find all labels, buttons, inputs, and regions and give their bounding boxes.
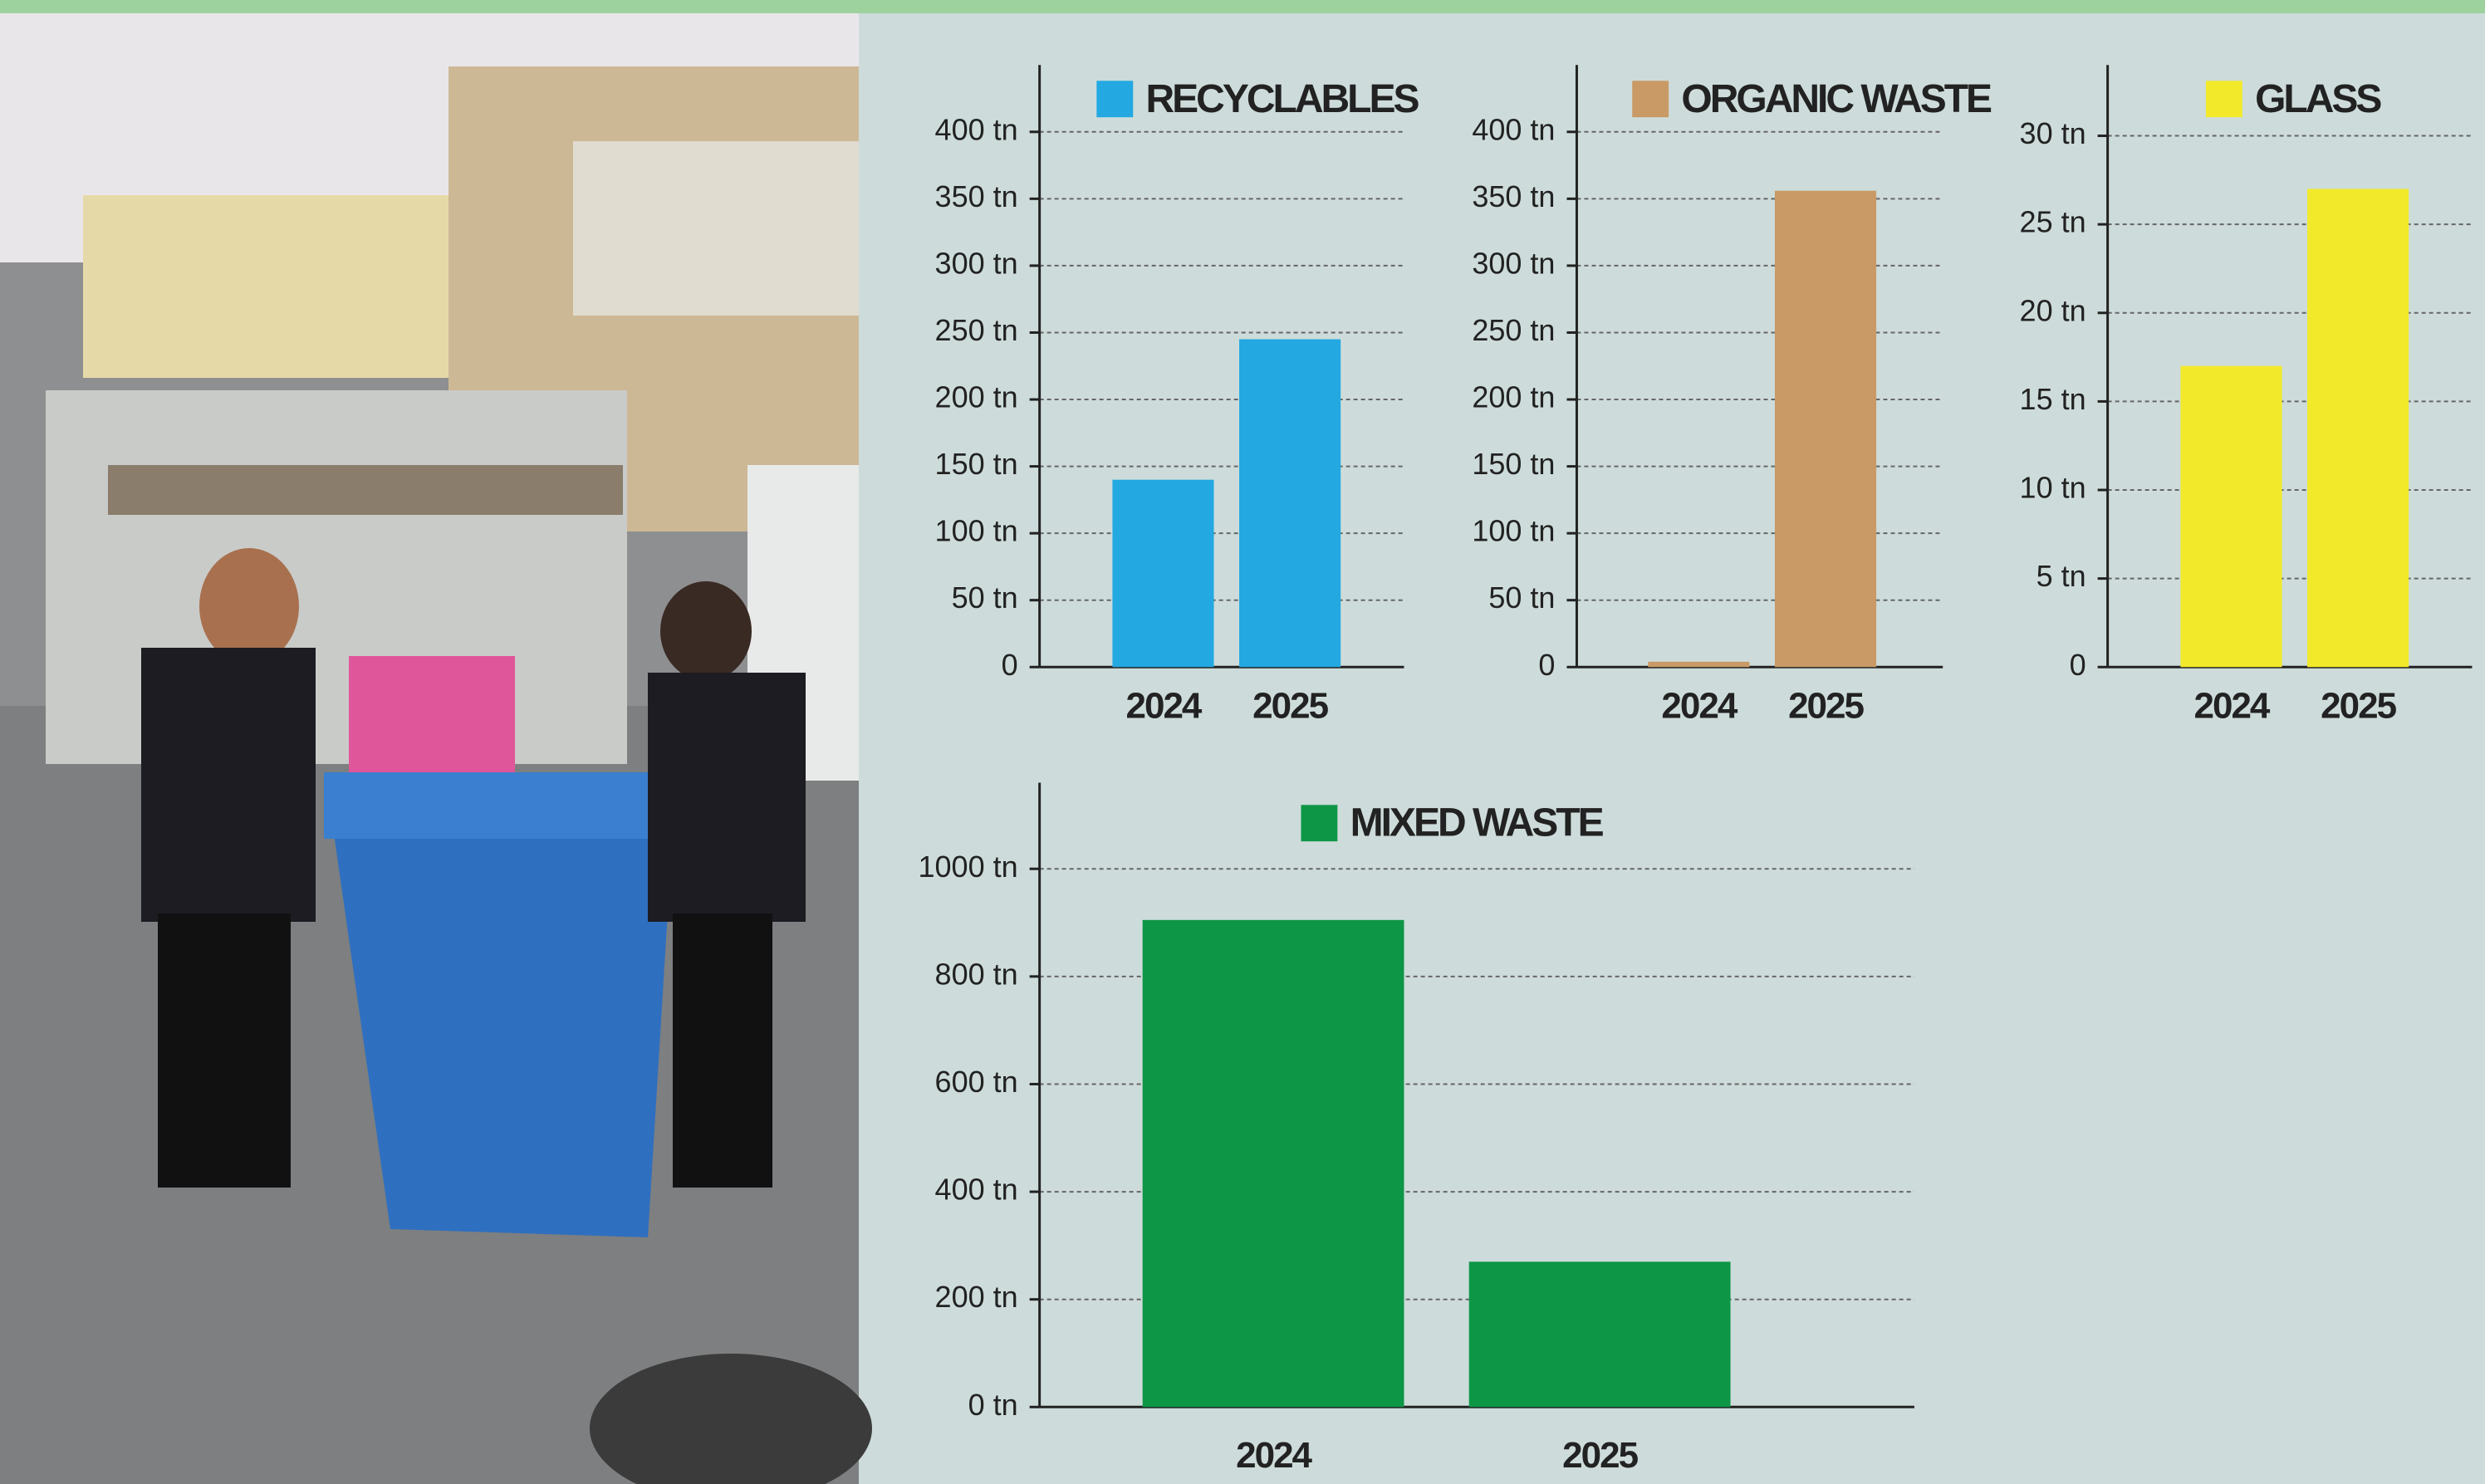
x-tick-label: 2024	[1126, 686, 1203, 727]
photo	[0, 13, 872, 1484]
page: 0 50 tn 100 tn 150 tn 200 tn 250 tn 300 tn 350 …	[0, 0, 2485, 1484]
y-tick-label: 0	[1538, 648, 1555, 682]
bar	[1469, 1261, 1731, 1407]
x-tick-label: 2025	[2321, 686, 2396, 727]
bar	[1143, 920, 1404, 1407]
top-strip	[0, 0, 2485, 13]
y-tick-label: 30 tn	[2020, 116, 2086, 150]
legend-swatch	[1301, 805, 1337, 841]
y-tick-label: 350 tn	[935, 179, 1018, 213]
y-tick-label: 200 tn	[1472, 380, 1555, 414]
y-tick-label: 800 tn	[935, 957, 1018, 991]
y-tick-label: 20 tn	[2020, 293, 2086, 327]
infographic: 0 50 tn 100 tn 150 tn 200 tn 250 tn 300 tn 350 …	[0, 0, 2485, 1484]
y-tick-label: 50 tn	[952, 580, 1018, 615]
y-tick-label: 50 tn	[1488, 580, 1555, 615]
legend-swatch	[2206, 81, 2242, 117]
x-tick-label: 2024	[2194, 686, 2271, 727]
bar	[1112, 480, 1213, 668]
y-tick-label: 1000 tn	[919, 850, 1018, 884]
y-tick-label: 250 tn	[1472, 313, 1555, 347]
bar	[2307, 189, 2409, 668]
bar	[1648, 662, 1749, 667]
bar	[1239, 340, 1341, 668]
y-tick-label: 0	[2070, 648, 2086, 682]
y-tick-label: 300 tn	[1472, 246, 1555, 280]
y-tick-label: 300 tn	[935, 246, 1018, 280]
x-tick-label: 2025	[1252, 686, 1328, 727]
y-tick-label: 200 tn	[935, 380, 1018, 414]
y-tick-label: 10 tn	[2020, 471, 2086, 505]
y-tick-label: 250 tn	[935, 313, 1018, 347]
bar	[1775, 191, 1876, 668]
y-tick-label: 0 tn	[968, 1388, 1018, 1422]
y-tick-label: 400 tn	[935, 1173, 1018, 1207]
chart-title: RECYCLABLES	[1145, 77, 1419, 121]
y-tick-label: 150 tn	[935, 447, 1018, 481]
chart-title: ORGANIC WASTE	[1681, 77, 1992, 121]
x-tick-label: 2024	[1661, 686, 1738, 727]
y-tick-label: 100 tn	[935, 514, 1018, 548]
y-tick-label: 15 tn	[2020, 382, 2086, 416]
legend-swatch	[1632, 81, 1669, 117]
y-tick-label: 100 tn	[1472, 514, 1555, 548]
chart-title: MIXED WASTE	[1350, 801, 1604, 845]
y-tick-label: 200 tn	[935, 1280, 1018, 1314]
x-tick-label: 2024	[1236, 1435, 1312, 1476]
chart-title: GLASS	[2255, 77, 2381, 121]
y-tick-label: 400 tn	[935, 112, 1018, 146]
x-tick-label: 2025	[1788, 686, 1864, 727]
y-tick-label: 150 tn	[1472, 447, 1555, 481]
legend-swatch	[1096, 81, 1133, 117]
y-tick-label: 5 tn	[2037, 559, 2086, 593]
y-tick-label: 350 tn	[1472, 179, 1555, 213]
x-tick-label: 2025	[1562, 1435, 1638, 1476]
y-tick-label: 600 tn	[935, 1065, 1018, 1099]
y-tick-label: 400 tn	[1472, 112, 1555, 146]
bar	[2180, 366, 2282, 668]
y-tick-label: 25 tn	[2020, 205, 2086, 239]
y-tick-label: 0	[1002, 648, 1018, 682]
